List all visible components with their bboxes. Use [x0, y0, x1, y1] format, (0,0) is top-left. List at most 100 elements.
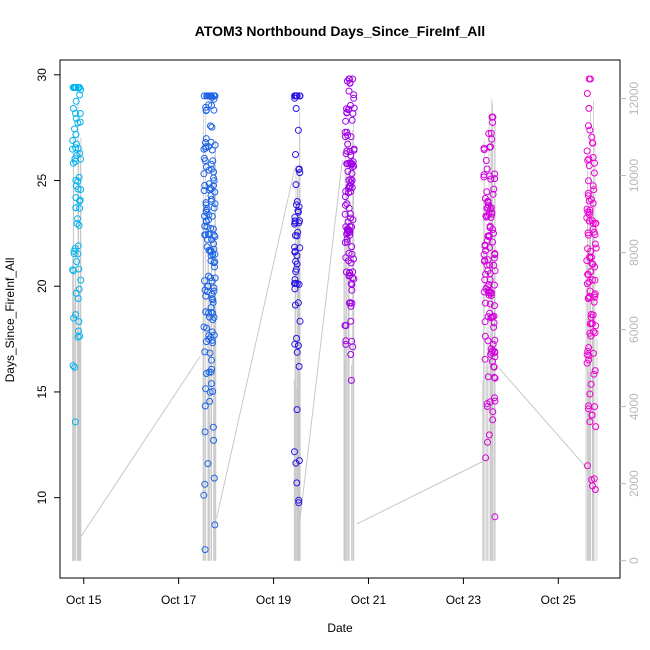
- data-point: [490, 323, 498, 331]
- data-point: [585, 356, 593, 364]
- data-point: [291, 276, 299, 283]
- chart-title: ATOM3 Northbound Days_Since_FireInf_All: [195, 23, 485, 39]
- data-point: [72, 97, 80, 105]
- data-point: [350, 104, 358, 112]
- data-point: [76, 84, 83, 91]
- data-point: [346, 210, 354, 218]
- x-tick-label: Oct 25: [541, 593, 577, 607]
- data-point: [350, 91, 358, 99]
- data-point: [207, 252, 215, 260]
- data-point: [72, 311, 80, 319]
- data-point: [347, 317, 355, 325]
- data-point: [481, 299, 489, 307]
- data-point: [292, 92, 300, 100]
- data-point: [203, 243, 211, 251]
- data-point: [346, 159, 354, 167]
- data-point: [206, 184, 214, 192]
- x-tick-label: Oct 17: [161, 593, 197, 607]
- data-point: [350, 146, 358, 154]
- data-point: [480, 288, 488, 296]
- data-point: [292, 201, 300, 209]
- data-point: [208, 380, 215, 388]
- data-point: [343, 238, 351, 246]
- data-point: [345, 249, 353, 257]
- data-point: [291, 232, 299, 239]
- data-point: [590, 475, 598, 483]
- data-point: [484, 204, 492, 212]
- data-point: [205, 92, 212, 100]
- data-point: [487, 204, 495, 212]
- data-point: [591, 293, 599, 301]
- data-point: [201, 212, 208, 220]
- data-point: [342, 340, 350, 348]
- data-point: [489, 190, 497, 198]
- data-point: [75, 221, 83, 229]
- data-point: [491, 251, 499, 258]
- data-point: [489, 358, 496, 365]
- data-point: [590, 228, 598, 236]
- y2-tick-label: 4000: [627, 393, 641, 420]
- data-point: [583, 90, 591, 97]
- data-point: [72, 204, 80, 212]
- data-point: [70, 250, 78, 258]
- data-point: [204, 282, 211, 290]
- data-point: [208, 123, 216, 131]
- data-point: [72, 131, 80, 138]
- data-point: [295, 496, 303, 504]
- data-point: [491, 348, 499, 355]
- data-point: [489, 113, 497, 121]
- data-point: [345, 272, 353, 280]
- data-point: [343, 77, 351, 85]
- data-point: [484, 236, 491, 244]
- connector-line: [299, 160, 343, 523]
- data-point: [205, 272, 213, 280]
- data-point: [207, 138, 215, 146]
- data-point: [483, 204, 491, 212]
- data-point: [69, 159, 77, 167]
- data-point: [489, 238, 496, 246]
- data-point: [348, 299, 356, 307]
- data-point: [591, 276, 599, 284]
- data-point: [296, 92, 304, 100]
- data-point: [210, 474, 218, 482]
- data-point: [71, 418, 79, 426]
- y2-tick-label: 6000: [627, 316, 641, 343]
- data-point: [584, 231, 592, 239]
- data-point: [343, 128, 351, 136]
- data-point: [74, 333, 82, 341]
- data-point: [293, 260, 301, 268]
- data-point: [206, 397, 214, 405]
- data-point: [74, 185, 82, 193]
- data-point: [591, 263, 599, 271]
- data-point: [587, 380, 595, 388]
- data-point: [205, 216, 213, 224]
- data-point: [295, 219, 303, 227]
- data-point: [343, 235, 351, 243]
- data-point: [589, 276, 596, 284]
- data-point: [293, 198, 301, 205]
- data-point: [296, 317, 304, 325]
- data-point: [211, 521, 219, 529]
- data-point: [592, 423, 600, 431]
- data-point: [73, 152, 81, 159]
- data-point: [205, 101, 213, 109]
- data-point: [201, 222, 209, 230]
- data-point: [485, 281, 493, 289]
- data-point: [585, 75, 593, 83]
- data-point: [348, 170, 356, 177]
- data-point: [346, 148, 354, 155]
- data-point: [73, 220, 81, 227]
- data-point: [348, 116, 356, 124]
- data-point: [484, 438, 491, 446]
- data-point: [210, 177, 218, 185]
- data-point: [490, 363, 498, 371]
- data-point: [585, 162, 593, 170]
- data-point: [345, 257, 352, 265]
- connector-line: [498, 367, 588, 469]
- data-point: [586, 208, 593, 216]
- data-point: [485, 233, 493, 241]
- x-tick-label: Oct 19: [256, 593, 292, 607]
- data-point: [490, 261, 498, 269]
- data-point: [202, 201, 210, 209]
- data-point: [208, 295, 216, 303]
